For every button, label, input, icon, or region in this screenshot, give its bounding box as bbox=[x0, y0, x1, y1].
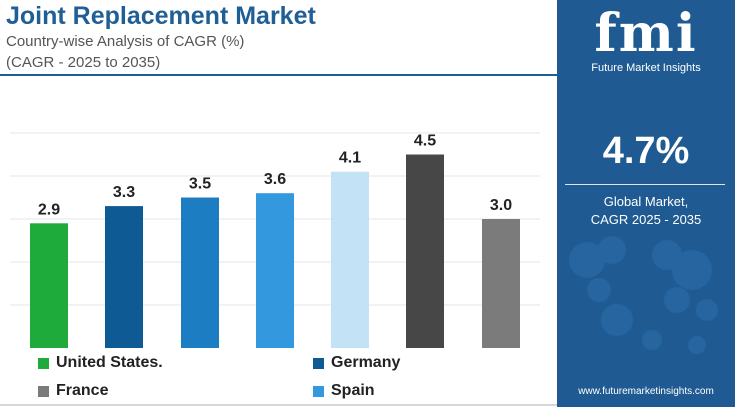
legend-swatch-united-states bbox=[38, 357, 49, 369]
brand-logo: fmi bbox=[594, 3, 698, 64]
bar-value-label-1: 3.3 bbox=[113, 184, 135, 201]
legend-item-france: France bbox=[38, 382, 108, 400]
legend-label-spain: Spain bbox=[331, 382, 375, 399]
world-map-pattern bbox=[569, 236, 718, 354]
website-link[interactable]: www.futuremarketinsights.com bbox=[578, 386, 714, 397]
bar-1 bbox=[105, 206, 143, 348]
bar-value-label-6: 3.0 bbox=[490, 197, 512, 214]
bar-value-label-4: 4.1 bbox=[339, 150, 361, 167]
bar-4 bbox=[331, 171, 369, 348]
bar-value-label-0: 2.9 bbox=[38, 201, 60, 218]
chart-period: (CAGR - 2025 to 2035) bbox=[6, 54, 161, 71]
header-divider bbox=[0, 74, 557, 76]
legend-swatch-germany bbox=[313, 357, 324, 369]
legend-item-united-states: United States. bbox=[38, 354, 163, 372]
legend-item-germany: Germany bbox=[313, 354, 400, 372]
global-market-label: Global Market, bbox=[603, 194, 689, 209]
bar-chart: 2.9 3.3 3.5 3.6 4.1 4.5 3.0 bbox=[10, 132, 540, 348]
global-cagr-value: 4.7% bbox=[602, 130, 690, 172]
bar-0 bbox=[30, 223, 68, 348]
bar-value-label-5: 4.5 bbox=[414, 133, 436, 150]
bar-2 bbox=[181, 197, 219, 348]
legend-label-france: France bbox=[56, 382, 109, 399]
bar-value-label-2: 3.5 bbox=[189, 176, 211, 193]
legend-item-spain: Spain bbox=[313, 382, 375, 400]
legend-label-united-states: United States. bbox=[56, 354, 163, 371]
bar-6 bbox=[482, 219, 520, 348]
legend-swatch-france bbox=[38, 385, 49, 397]
cagr-period-label: CAGR 2025 - 2035 bbox=[590, 212, 702, 227]
brand-name: Future Market Insights bbox=[591, 62, 701, 74]
page-title: Joint Replacement Market bbox=[6, 2, 316, 30]
legend-swatch-spain bbox=[313, 385, 324, 397]
legend-label-germany: Germany bbox=[331, 354, 401, 371]
bar-5 bbox=[406, 154, 444, 348]
bar-3 bbox=[256, 193, 294, 348]
bottom-divider bbox=[0, 404, 557, 406]
summary-panel: fmi Future Market Insights 4.7% Global M… bbox=[557, 0, 735, 407]
bar-value-label-3: 3.6 bbox=[264, 171, 286, 188]
panel-divider bbox=[565, 184, 725, 185]
chart-subtitle: Country-wise Analysis of CAGR (%) bbox=[6, 33, 245, 50]
